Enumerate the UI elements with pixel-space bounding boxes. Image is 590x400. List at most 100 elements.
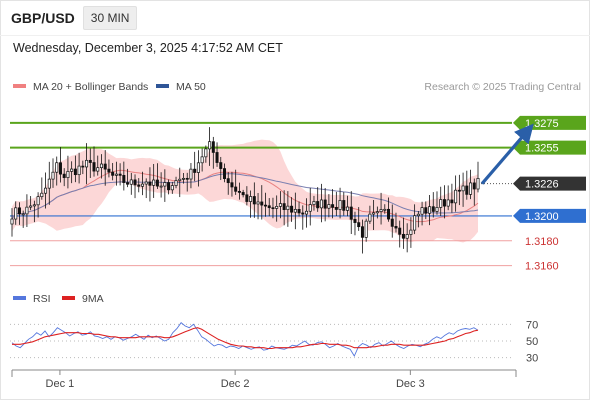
candle [353,211,357,236]
candle-body [70,168,74,172]
candle-body [55,162,59,173]
rsi-tick-label: 70 [526,319,538,331]
candle [249,190,253,218]
candle [286,191,290,227]
candle [47,161,51,205]
candle-body [357,222,361,228]
candle [126,168,130,188]
candle-body [36,196,40,206]
candle-body [290,205,294,213]
candle-body [155,179,159,187]
candle [152,163,156,198]
candle-body [62,173,66,178]
candle-body [349,206,353,220]
x-tick-label: Dec 1 [46,378,75,390]
candle [413,204,417,235]
candle [77,152,81,184]
candle-body [420,207,424,215]
candle [260,185,264,220]
candle-body [465,185,469,195]
candle-body [398,227,402,235]
candle-body [222,168,227,179]
level-tag-text: 1.3255 [525,143,559,155]
candle [222,163,227,183]
candle [398,220,402,248]
candle-body [286,205,290,210]
candle [81,160,85,175]
candle-body [51,171,55,180]
candle [316,187,320,212]
candle-body [167,182,171,191]
candle-body [92,162,96,172]
candle [338,187,342,219]
candle-body [25,206,29,215]
candle [118,163,122,186]
candle-body [450,199,454,204]
candle [439,186,443,216]
projection-arrow [480,123,534,185]
candle-body [282,203,286,210]
candle [170,181,174,194]
candle-body [428,206,432,214]
candle [62,168,66,187]
candle [219,156,223,181]
candle [390,204,394,238]
candle [297,201,301,217]
candle [368,205,372,224]
candle-body [252,196,256,205]
candle-body [305,210,309,215]
candle-body [237,190,241,193]
candle [446,185,450,211]
candle-body [230,182,234,188]
candle-body [387,208,391,220]
candle-body [476,178,480,190]
candle-body [32,204,36,207]
candle-body [99,163,103,169]
candle [200,148,204,172]
candle-body [148,181,152,186]
candle [70,161,74,184]
candle-body [245,194,249,202]
candle [148,167,152,202]
rsi-tick-label: 50 [526,336,538,348]
candle-body [319,199,323,209]
candle-body [88,159,92,163]
candle [454,175,458,212]
candle [252,182,256,218]
candle-body [140,183,144,187]
candle-body [208,141,212,150]
level-tag-text: 1.3275 [525,118,559,130]
candle-body [152,179,156,186]
candle-body [256,201,260,205]
candle [387,197,391,222]
candle [416,211,420,228]
candle-body [137,184,141,187]
candle [185,172,189,192]
candle-body [383,208,387,211]
candle-body [241,192,245,196]
candle-body [159,185,163,188]
candle-body [267,205,271,209]
candle-body [346,206,350,211]
candle [424,201,428,220]
candle [114,161,118,186]
candle [342,192,346,216]
candle [215,142,219,167]
chart-datetime: Wednesday, December 3, 2025 4:17:52 AM C… [13,41,283,55]
candle [181,172,185,184]
rsi-series-9MA [12,327,479,350]
candle-body [368,213,372,222]
candle-body [439,199,443,208]
candle-body [278,203,282,207]
candle [55,156,59,186]
candle-body [461,185,465,192]
candle [278,191,282,219]
candle [349,191,353,235]
timeframe-button[interactable]: 30 MIN [82,5,138,30]
candle [305,198,309,228]
candle [17,202,21,225]
candle [163,169,167,202]
candle [383,204,387,214]
candle-body [215,152,219,163]
